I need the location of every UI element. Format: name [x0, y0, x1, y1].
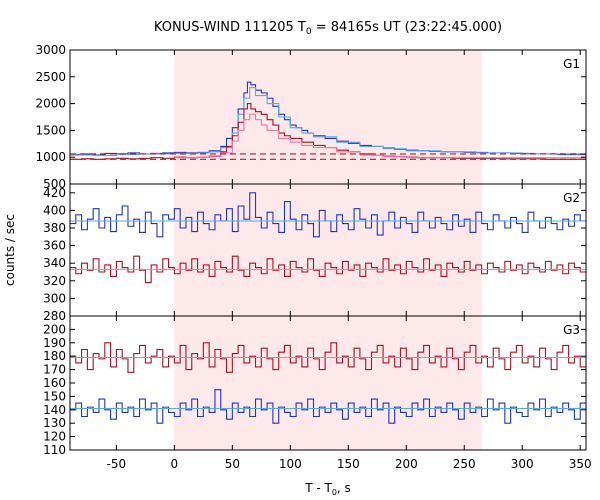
series-group: [70, 81, 586, 160]
y-tick-label: 300: [43, 291, 66, 305]
y-tick-label: 280: [43, 309, 66, 323]
y-tick-label: 170: [43, 363, 66, 377]
y-tick-label: 320: [43, 274, 66, 288]
panel-label: G3: [563, 323, 580, 337]
panels-group: 50010001500200025003000G1280300320340360…: [35, 43, 591, 471]
y-tick-label: 3000: [35, 43, 66, 57]
y-tick-label: 2000: [35, 97, 66, 111]
x-tick-label: 300: [511, 457, 534, 471]
y-tick-label: 500: [43, 177, 66, 191]
y-tick-label: 200: [43, 322, 66, 336]
series-red-0: [70, 342, 586, 373]
y-tick-label: 1000: [35, 150, 66, 164]
y-tick-label: 190: [43, 336, 66, 350]
y-tick-label: 120: [43, 430, 66, 444]
series-group: [70, 342, 586, 424]
y-tick-label: 360: [43, 239, 66, 253]
y-tick-label: 110: [43, 443, 66, 457]
series-blue-2: [70, 389, 586, 424]
shaded-interval: [174, 50, 482, 184]
y-tick-label: 380: [43, 221, 66, 235]
y-tick-label: 180: [43, 349, 66, 363]
x-tick-label: -50: [107, 457, 127, 471]
y-tick-label: 150: [43, 389, 66, 403]
panel-g1: 500 1000 1500 2000 2500 3000 G1: [35, 43, 587, 191]
y-tick-label: 340: [43, 256, 66, 270]
series-pink-3: [174, 113, 586, 159]
series-group: [70, 192, 586, 284]
panel-label: G1: [563, 57, 580, 71]
y-tick-label: 130: [43, 416, 66, 430]
x-tick-label: 100: [279, 457, 302, 471]
x-tick-label: 0: [171, 457, 179, 471]
x-tick-label: 50: [225, 457, 240, 471]
y-tick-label: 2500: [35, 70, 66, 84]
y-tick-label: 1500: [35, 123, 66, 137]
x-tick-label: 250: [453, 457, 476, 471]
shaded-interval: [174, 184, 482, 316]
y-tick-label: 140: [43, 403, 66, 417]
panel-label: G2: [563, 191, 580, 205]
y-tick-label: 420: [43, 186, 66, 200]
y-axis-label: counts / sec: [3, 214, 17, 286]
x-tick-label: 150: [337, 457, 360, 471]
panel-g2: 280 300 320 340 360 380 400 420 G2: [43, 183, 587, 323]
x-axis-label: T - T0, s: [304, 481, 351, 497]
shaded-interval: [174, 316, 482, 450]
x-tick-label: 350: [569, 457, 592, 471]
chart-title: KONUS-WIND 111205 T0 = 84165s UT (23:22:…: [154, 20, 502, 37]
y-tick-label: 400: [43, 203, 66, 217]
y-tick-label: 160: [43, 376, 66, 390]
x-tick-label: 200: [395, 457, 418, 471]
